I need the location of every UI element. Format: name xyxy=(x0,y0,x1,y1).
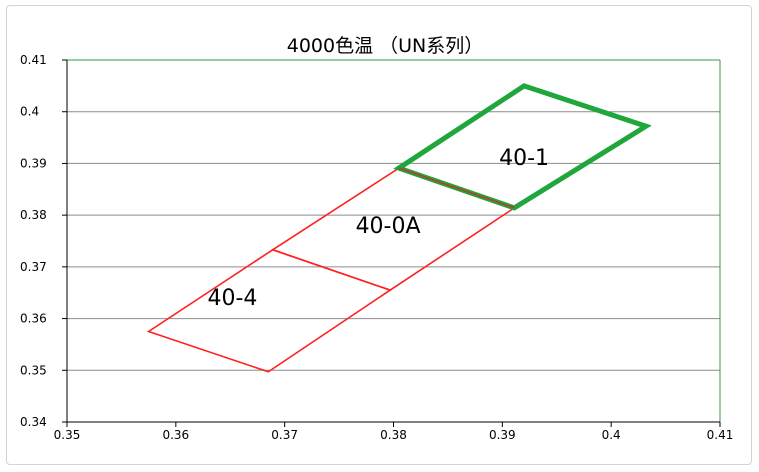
x-tick-label: 0.36 xyxy=(162,428,189,442)
y-tick-label: 0.34 xyxy=(20,415,47,429)
y-tick-label: 0.39 xyxy=(20,156,47,170)
x-tick-label: 0.39 xyxy=(489,428,516,442)
y-tick-label: 0.38 xyxy=(20,208,47,222)
shared-edge-40-0A-40-1 xyxy=(398,167,515,209)
x-tick-label: 0.37 xyxy=(271,428,298,442)
x-tick-label: 0.38 xyxy=(380,428,407,442)
y-tick-label: 0.4 xyxy=(20,105,39,119)
chart-title: 4000色温 （UN系列） xyxy=(287,35,484,57)
region-label-40-1: 40-1 xyxy=(499,146,549,171)
y-axis-ticks: 0.34 0.35 0.36 0.37 0.38 0.39 0.4 0.41 xyxy=(20,53,67,429)
y-tick-label: 0.41 xyxy=(20,53,47,67)
x-tick-label: 0.41 xyxy=(707,428,734,442)
chromaticity-regions xyxy=(146,83,652,373)
y-tick-label: 0.35 xyxy=(20,363,47,377)
x-tick-label: 0.35 xyxy=(54,428,81,442)
y-tick-label: 0.37 xyxy=(20,260,47,274)
grid-lines xyxy=(66,59,721,423)
x-axis-ticks: 0.35 0.36 0.37 0.38 0.39 0.4 0.41 xyxy=(54,422,734,442)
x-tick-label: 0.4 xyxy=(602,428,621,442)
chart-frame xyxy=(6,5,752,465)
region-label-40-4: 40-4 xyxy=(207,286,257,311)
region-label-40-0A: 40-0A xyxy=(356,214,421,239)
region-40-4 xyxy=(146,248,392,373)
region-labels: 40-4 40-0A 40-1 xyxy=(207,146,549,311)
y-tick-label: 0.36 xyxy=(20,312,47,326)
